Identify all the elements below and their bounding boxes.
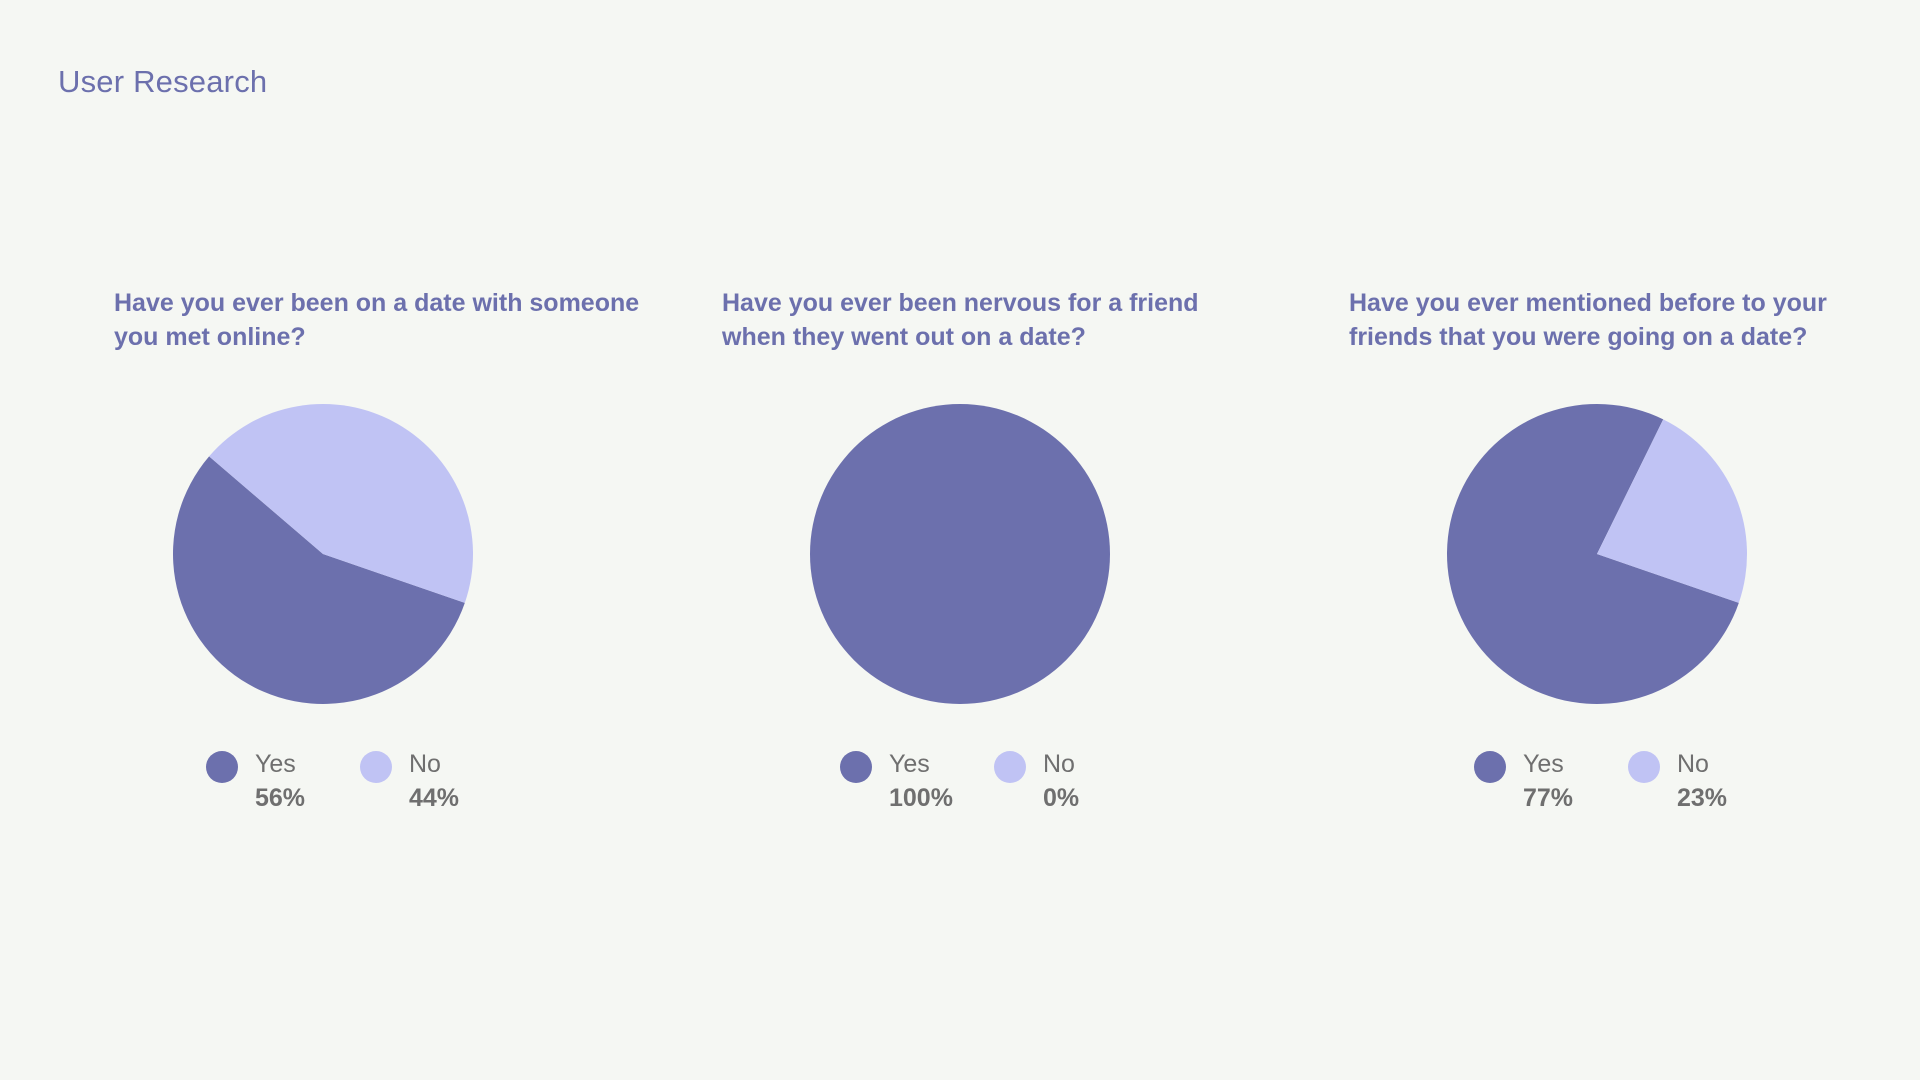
legend-value: 100% xyxy=(889,784,953,812)
legend-dot-yes xyxy=(1474,751,1506,783)
chart-1-legend-yes: Yes 56% xyxy=(206,746,366,816)
legend-dot-no xyxy=(994,751,1026,783)
pie-slice-yes xyxy=(1447,404,1739,704)
legend-label: Yes xyxy=(1523,750,1564,778)
legend-label: No xyxy=(1677,750,1709,778)
pie-slice-yes xyxy=(810,404,1110,704)
chart-1-legend-no: No 44% xyxy=(360,746,520,816)
pie-slice-yes xyxy=(173,456,465,704)
legend-dot-yes xyxy=(206,751,238,783)
legend-label: Yes xyxy=(255,750,296,778)
chart-3-title: Have you ever mentioned before to your f… xyxy=(1349,289,1827,351)
chart-3-pie xyxy=(1447,404,1747,704)
legend-dot-yes xyxy=(840,751,872,783)
legend-label: Yes xyxy=(889,750,930,778)
legend-value: 0% xyxy=(1043,784,1080,812)
chart-1-pie xyxy=(173,404,473,704)
chart-2-title: Have you ever been nervous for a friend … xyxy=(722,289,1199,351)
page-title: User Research xyxy=(58,64,268,99)
legend-dot-no xyxy=(1628,751,1660,783)
chart-3-legend-yes: Yes 77% xyxy=(1474,746,1634,816)
pie-slice-no xyxy=(1597,419,1747,603)
legend-value: 23% xyxy=(1677,784,1728,812)
legend-label: No xyxy=(409,750,441,778)
chart-2-legend-yes: Yes 100% xyxy=(840,746,1000,816)
chart-2-legend-no: No 0% xyxy=(994,746,1154,816)
chart-3-legend-no: No 23% xyxy=(1628,746,1788,816)
chart-1-title: Have you ever been on a date with someon… xyxy=(114,289,640,351)
legend-label: No xyxy=(1043,750,1075,778)
legend-value: 77% xyxy=(1523,784,1574,812)
pie-slice-no xyxy=(209,404,473,603)
legend-value: 44% xyxy=(409,784,460,812)
legend-value: 56% xyxy=(255,784,306,812)
legend-dot-no xyxy=(360,751,392,783)
chart-2-pie xyxy=(810,404,1110,704)
